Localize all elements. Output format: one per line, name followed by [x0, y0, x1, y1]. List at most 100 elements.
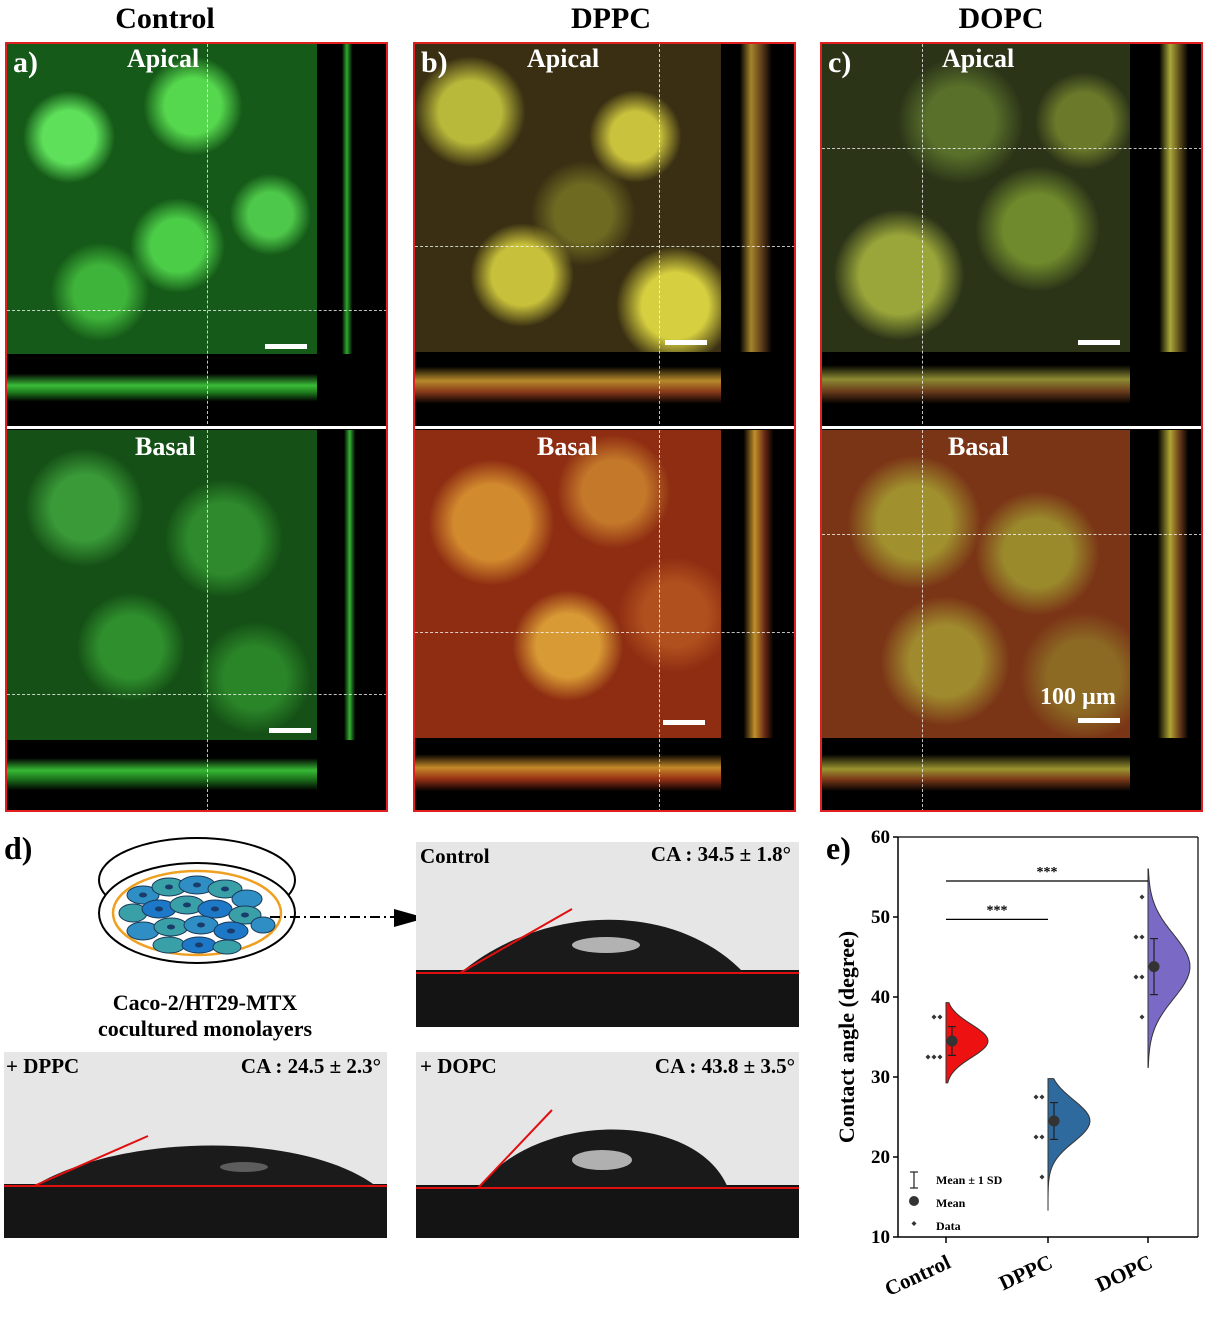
diagram-caption-line-2: cocultured monolayers	[97, 1016, 313, 1041]
crosshair-h-apical	[7, 310, 386, 311]
data-point	[1139, 1014, 1145, 1020]
crosshair-h-basal	[7, 694, 386, 695]
scale-bar	[663, 720, 705, 725]
panel-c-dopc: c) Apical Basal 100 µm	[820, 42, 1203, 812]
legend-mean-icon	[909, 1196, 919, 1206]
crosshair-h-apical	[822, 148, 1201, 149]
crosshair-v-basal	[207, 430, 208, 810]
data-point	[1033, 1094, 1039, 1100]
contact-angle-chart: 10 20 30 40 50 60 Contact angle (degree) Contro…	[834, 827, 1199, 1301]
data-point	[931, 1054, 937, 1060]
apical-yz-view	[1130, 44, 1201, 352]
crosshair-v-apical	[659, 44, 660, 424]
basal-label: Basal	[537, 432, 598, 461]
x-tick-label: DPPC	[995, 1250, 1056, 1295]
y-tick-label: 30	[871, 1067, 890, 1088]
droplet-image-dppc: + DPPC CA : 24.5 ± 2.3°	[4, 1052, 387, 1238]
y-tick-label: 40	[871, 987, 890, 1008]
basal-label: Basal	[948, 432, 1009, 461]
scale-bar	[269, 728, 311, 733]
data-point	[1033, 1134, 1039, 1140]
data-point	[1139, 894, 1145, 900]
panel-divider	[7, 426, 386, 429]
y-tick-label: 20	[871, 1147, 890, 1168]
data-point	[931, 1014, 937, 1020]
contact-angle-value: CA : 34.5 ± 1.8°	[650, 842, 791, 866]
droplet-image-dopc: + DOPC CA : 43.8 ± 3.5°	[416, 1052, 799, 1238]
droplet-label: Control	[420, 844, 490, 868]
legend-data-icon	[911, 1221, 917, 1226]
apical-xy-view	[415, 44, 721, 352]
basal-xz-view	[7, 740, 317, 810]
contact-angle-value: CA : 24.5 ± 2.3°	[240, 1054, 381, 1078]
data-point	[1039, 1134, 1045, 1140]
scale-bar	[1078, 340, 1120, 345]
scale-bar	[265, 344, 307, 349]
crosshair-h-basal	[822, 534, 1201, 535]
diagram-caption: Caco-2/HT29-MTX cocultured monolayers	[60, 990, 350, 1042]
basal-yz-view	[721, 430, 794, 738]
data-point	[1139, 974, 1145, 980]
y-tick-label: 60	[871, 827, 890, 848]
scale-text: 100 µm	[1040, 684, 1116, 710]
significance-label: ***	[1037, 865, 1058, 880]
apical-xy-view	[7, 44, 317, 354]
basal-xy-view	[415, 430, 721, 738]
data-point	[1133, 974, 1139, 980]
apical-xy-view	[822, 44, 1130, 352]
y-tick-label: 10	[871, 1227, 890, 1248]
legend-entry: Data	[936, 1219, 961, 1233]
data-point	[937, 1054, 943, 1060]
panel-b-dppc: b) Apical Basal	[413, 42, 796, 812]
mean-point	[946, 1035, 958, 1047]
data-point	[1133, 934, 1139, 940]
culture-dish-diagram	[98, 837, 395, 964]
apical-label: Apical	[942, 44, 1015, 73]
basal-yz-view	[317, 430, 386, 740]
violin-control	[945, 1002, 989, 1084]
basal-label: Basal	[135, 432, 196, 461]
crosshair-h-apical	[415, 246, 794, 247]
apical-xz-view	[7, 354, 317, 424]
scale-bar	[665, 340, 707, 345]
basal-xy-view	[822, 430, 1130, 738]
data-point	[925, 1054, 931, 1060]
panel-d-label: d)	[4, 830, 33, 866]
basal-yz-view	[1130, 430, 1201, 738]
panel-a-label: a)	[13, 46, 38, 79]
scale-bar	[1078, 718, 1120, 723]
apical-yz-view	[317, 44, 386, 354]
panel-c-label: c)	[828, 46, 852, 79]
column-title-dopc: DOPC	[958, 2, 1044, 35]
apical-xz-view	[415, 352, 721, 424]
mean-point	[1048, 1115, 1060, 1127]
crosshair-v-basal	[659, 430, 660, 810]
apical-label: Apical	[527, 44, 600, 73]
data-point	[1139, 934, 1145, 940]
basal-xz-view	[822, 738, 1130, 810]
panel-divider	[822, 426, 1201, 429]
legend-entry: Mean ± 1 SD	[936, 1173, 1003, 1187]
droplet-label: + DPPC	[6, 1054, 80, 1078]
mean-point	[1148, 961, 1160, 973]
y-axis-label: Contact angle (degree)	[834, 931, 859, 1143]
basal-xy-view	[7, 430, 317, 740]
panel-b-label: b)	[421, 46, 448, 79]
data-point	[937, 1014, 943, 1020]
x-tick-label: DOPC	[1092, 1250, 1156, 1297]
significance-label: ***	[987, 903, 1008, 918]
apical-yz-view	[721, 44, 794, 352]
violin-dppc	[1047, 1078, 1091, 1211]
column-title-control: Control	[115, 2, 215, 35]
contact-angle-value: CA : 43.8 ± 3.5°	[654, 1054, 795, 1078]
crosshair-v-apical	[922, 44, 923, 424]
panel-a-control: a) Apical Basal	[5, 42, 388, 812]
y-tick-label: 50	[871, 907, 890, 928]
crosshair-h-basal	[415, 632, 794, 633]
panel-divider	[415, 426, 794, 429]
arrow-head-icon	[394, 909, 426, 927]
droplet-image-control: Control CA : 34.5 ± 1.8°	[416, 842, 799, 1027]
column-title-dppc: DPPC	[571, 2, 651, 35]
panel-e-label: e)	[826, 830, 851, 866]
crosshair-v-apical	[207, 44, 208, 424]
